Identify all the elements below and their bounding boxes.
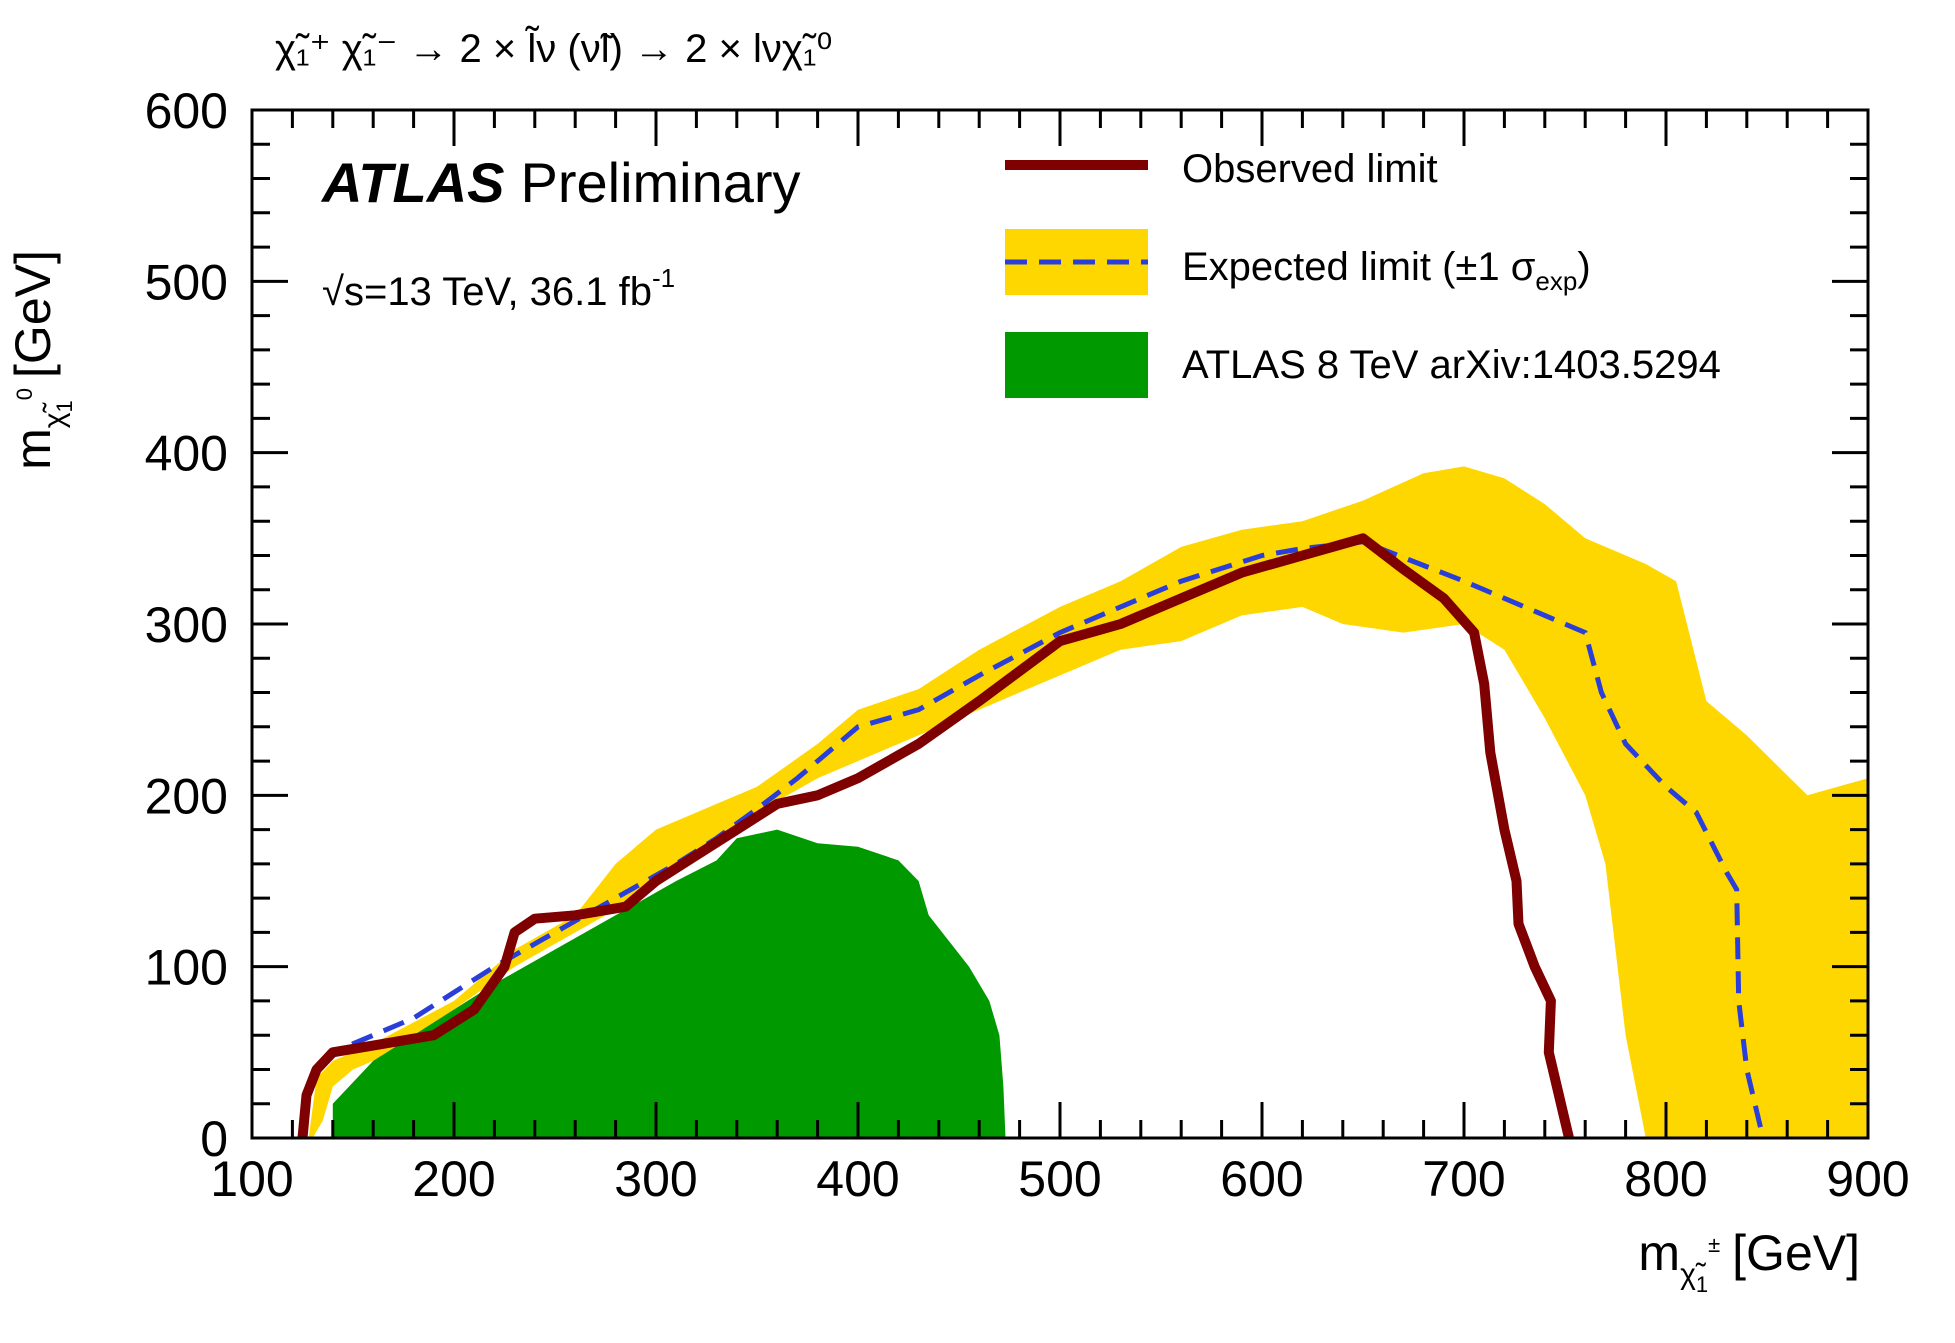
atlas-brand: ATLAS Preliminary bbox=[320, 151, 801, 214]
legend-observed-label: Observed limit bbox=[1182, 147, 1438, 191]
y-tick-label: 100 bbox=[145, 940, 228, 996]
y-tick-label: 600 bbox=[145, 83, 228, 139]
energy-text: s=13 TeV, 36.1 fb bbox=[344, 270, 652, 314]
x-tick-label: 300 bbox=[614, 1151, 697, 1207]
y-axis-title-m: m bbox=[5, 428, 61, 470]
atlas8-excluded-area bbox=[332, 829, 1006, 1138]
x-tick-label: 800 bbox=[1624, 1151, 1707, 1207]
x-tick-label: 900 bbox=[1826, 1151, 1909, 1207]
y-tick-label: 200 bbox=[145, 768, 228, 824]
x-axis-title: mχ̃1± [GeV] bbox=[1638, 1225, 1860, 1297]
x-tick-label: 200 bbox=[412, 1151, 495, 1207]
chart-title: χ̃₁⁺ χ̃₁⁻ → 2 × l̃ν (ν̃l) → 2 × lνχ̃₁⁰ bbox=[275, 26, 832, 71]
energy-sqrt: √ bbox=[322, 270, 344, 314]
legend-atlas8-swatch bbox=[1005, 332, 1148, 398]
y-axis-title-unit: [GeV] bbox=[5, 250, 61, 378]
y-axis-title-sub1: 1 bbox=[52, 400, 77, 412]
x-tick-label: 100 bbox=[210, 1151, 293, 1207]
atlas-brand-bold: ATLAS bbox=[320, 151, 505, 214]
x-axis-title-unit: [GeV] bbox=[1732, 1225, 1860, 1281]
svg-text:mχ̃1±[GeV]: mχ̃1± [GeV] bbox=[1638, 1225, 1860, 1297]
y-axis-title: mχ̃10[GeV] bbox=[5, 250, 77, 470]
x-tick-label: 600 bbox=[1220, 1151, 1303, 1207]
expected-limit-line bbox=[321, 539, 1766, 1139]
y-axis-title-sup0: 0 bbox=[12, 388, 37, 400]
line-layer bbox=[297, 533, 1766, 1140]
x-axis-title-sup: ± bbox=[1708, 1232, 1720, 1257]
legend-expected-close: ) bbox=[1577, 245, 1590, 289]
legend-atlas8-label: ATLAS 8 TeV arXiv:1403.5294 bbox=[1182, 343, 1721, 387]
y-tick-label: 500 bbox=[145, 254, 228, 310]
fill-layer bbox=[308, 466, 1869, 1138]
svg-text:mχ̃10[GeV]: mχ̃10[GeV] bbox=[5, 250, 77, 470]
expected-band-area bbox=[308, 466, 1869, 1138]
x-tick-label: 500 bbox=[1018, 1151, 1101, 1207]
energy-sup: -1 bbox=[652, 263, 675, 293]
legend-expected-main: Expected limit (±1 σ bbox=[1182, 245, 1536, 289]
legend-expected-label: Expected limit (±1 σexp) bbox=[1182, 245, 1591, 296]
x-axis-title-m: m bbox=[1638, 1225, 1680, 1281]
y-tick-label: 300 bbox=[145, 597, 228, 653]
x-tick-label: 400 bbox=[816, 1151, 899, 1207]
y-tick-label: 0 bbox=[200, 1111, 228, 1167]
legend: Observed limit Expected limit (±1 σexp) … bbox=[1005, 147, 1721, 398]
legend-expected-sub: exp bbox=[1535, 266, 1577, 296]
atlas-brand-rest: Preliminary bbox=[521, 151, 801, 214]
x-tick-label: 700 bbox=[1422, 1151, 1505, 1207]
energy-label: √s=13 TeV, 36.1 fb-1 bbox=[322, 263, 675, 314]
tick-layer: 100 200 300 400 500 600 700 800 9000100200300400… bbox=[145, 83, 1910, 1207]
x-axis-title-sub1: 1 bbox=[1696, 1272, 1708, 1297]
y-tick-label: 400 bbox=[145, 426, 228, 482]
observed-limit-line bbox=[297, 533, 1574, 1140]
